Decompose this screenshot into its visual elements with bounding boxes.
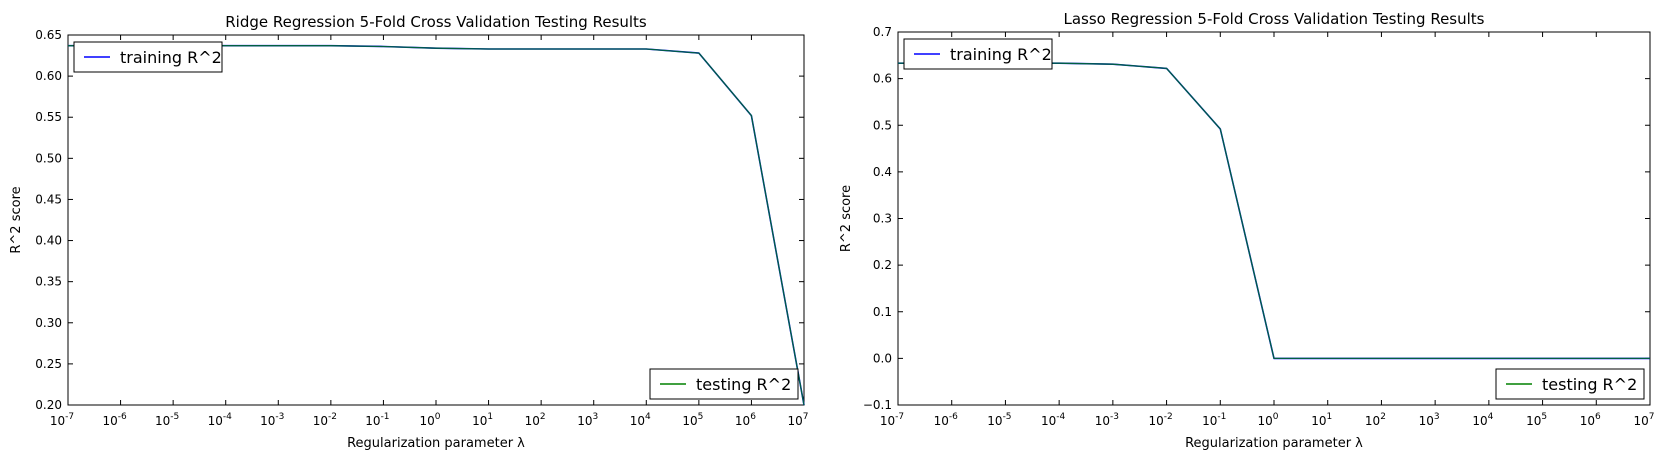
ridge-chart: Ridge Regression 5-Fold Cross Validation…: [9, 13, 809, 451]
legend-label: training R^2: [120, 48, 222, 67]
ridge-x-tick-label: 102: [525, 412, 546, 428]
lasso-x-tick-label: 103: [1419, 412, 1440, 428]
lasso-x-axis-label: Regularization parameter λ: [1185, 436, 1363, 451]
ridge-y-tick-label: 0.65: [35, 28, 62, 42]
lasso-x-tick-label: 107: [1633, 412, 1654, 428]
lasso-chart-title: Lasso Regression 5-Fold Cross Validation…: [1063, 10, 1484, 28]
ridge-x-tick-label: 10-1: [365, 412, 389, 428]
lasso-y-tick-label: 0.0: [873, 351, 892, 365]
lasso-legend-bottom-right: testing R^2: [1495, 368, 1645, 400]
lasso-y-tick-label: 0.3: [873, 212, 892, 226]
ridge-x-tick-label: 10-6: [102, 412, 127, 428]
lasso-y-tick-label: 0.1: [873, 305, 892, 319]
ridge-x-tick-label: 10-3: [260, 412, 284, 428]
ridge-x-axis-label: Regularization parameter λ: [347, 436, 525, 451]
ridge-x-tick-label: 10-5: [155, 412, 179, 428]
lasso-chart: Lasso Regression 5-Fold Cross Validation…: [839, 10, 1655, 451]
ridge-y-tick-label: 0.45: [35, 192, 62, 206]
lasso-x-tick-label: 105: [1526, 412, 1547, 428]
ridge-y-tick-label: 0.60: [35, 69, 62, 83]
lasso-x-tick-label: 10-2: [1148, 412, 1172, 428]
lasso-y-tick-label: 0.4: [873, 165, 892, 179]
lasso-x-tick-label: 10-7: [880, 412, 904, 428]
ridge-y-tick-label: 0.55: [35, 110, 62, 124]
lasso-x-tick-label: 102: [1365, 412, 1386, 428]
lasso-legend-top-left: training R^2: [903, 38, 1053, 70]
lasso-x-tick-label: 106: [1580, 412, 1601, 428]
ridge-x-tick-label: 105: [682, 412, 703, 428]
ridge-y-tick-label: 0.35: [35, 275, 62, 289]
ridge-x-tick-label: 10-7: [50, 412, 74, 428]
lasso-x-tick-label: 101: [1311, 412, 1332, 428]
ridge-x-tick-label: 103: [577, 412, 598, 428]
ridge-x-tick-label: 107: [787, 412, 808, 428]
lasso-x-tick-label: 10-6: [934, 412, 959, 428]
lasso-x-tick-label: 104: [1472, 412, 1493, 428]
ridge-y-axis-label: R^2 score: [9, 186, 24, 253]
ridge-x-tick-label: 10-4: [208, 412, 233, 428]
lasso-y-axis-label: R^2 score: [839, 185, 854, 252]
ridge-x-tick-label: 100: [419, 412, 440, 428]
legend-label: testing R^2: [696, 375, 791, 394]
lasso-plot-area: [897, 31, 1651, 406]
ridge-y-tick-label: 0.30: [35, 316, 62, 330]
ridge-x-tick-label: 104: [630, 412, 651, 428]
lasso-x-tick-label: 10-1: [1202, 412, 1226, 428]
ridge-y-tick-label: 0.25: [35, 357, 62, 371]
ridge-plot-area: [67, 34, 805, 406]
lasso-y-tick-label: 0.7: [873, 25, 892, 39]
lasso-y-tick-label: 0.2: [873, 258, 892, 272]
ridge-y-tick-label: 0.40: [35, 234, 62, 248]
lasso-y-tick-label: 0.5: [873, 118, 892, 132]
legend-label: training R^2: [950, 45, 1052, 64]
lasso-x-tick-label: 10-4: [1041, 412, 1066, 428]
lasso-y-tick-label: 0.6: [873, 72, 892, 86]
ridge-y-tick-label: 0.20: [35, 398, 62, 412]
ridge-x-tick-label: 10-2: [313, 412, 337, 428]
lasso-x-tick-label: 10-5: [987, 412, 1011, 428]
ridge-legend-bottom-right: testing R^2: [649, 368, 799, 400]
ridge-x-tick-label: 101: [472, 412, 493, 428]
ridge-y-tick-label: 0.50: [35, 151, 62, 165]
lasso-y-tick-label: −0.1: [863, 398, 892, 412]
ridge-chart-title: Ridge Regression 5-Fold Cross Validation…: [225, 13, 647, 31]
ridge-x-tick-label: 106: [735, 412, 756, 428]
legend-label: testing R^2: [1542, 375, 1637, 394]
lasso-x-tick-label: 10-3: [1095, 412, 1119, 428]
lasso-x-tick-label: 100: [1257, 412, 1278, 428]
ridge-legend-top-left: training R^2: [73, 41, 223, 73]
